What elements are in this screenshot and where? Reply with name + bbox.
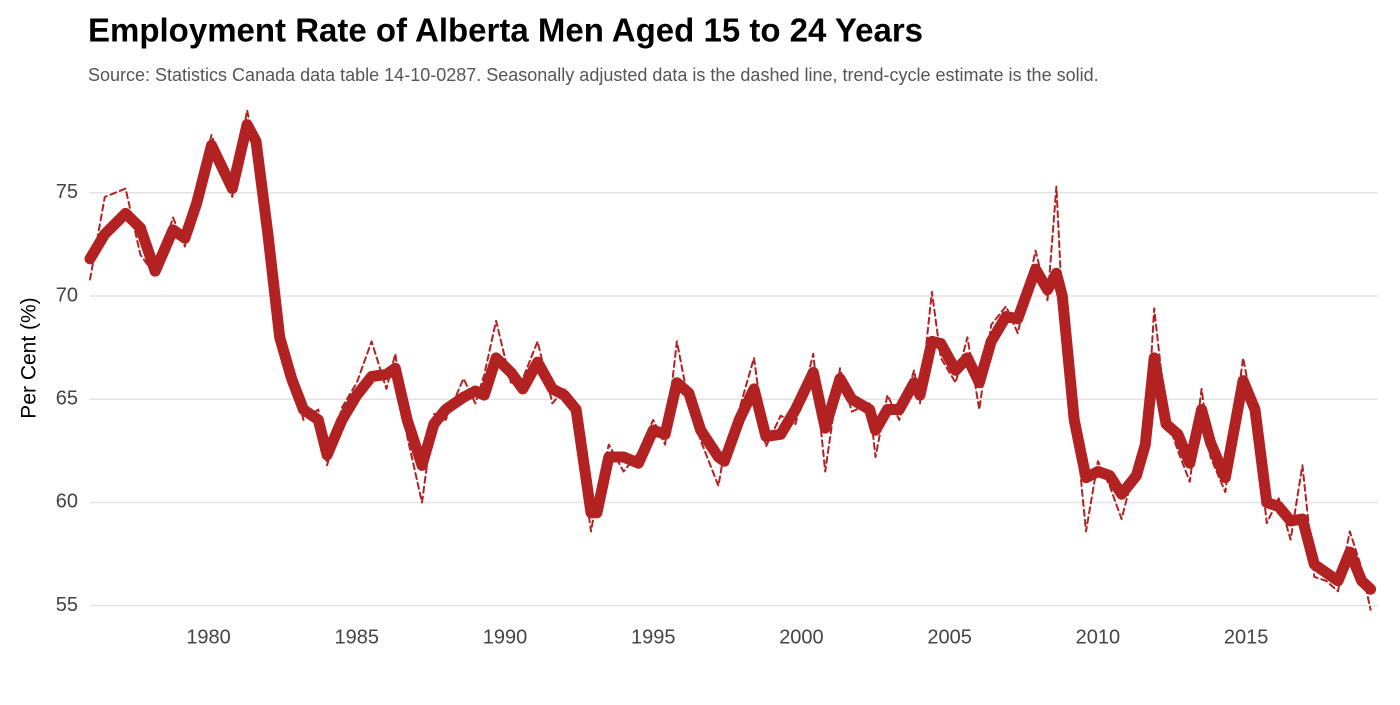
y-tick-label: 70 (56, 284, 78, 306)
x-tick-label: 2005 (927, 626, 972, 648)
x-tick-label: 2010 (1076, 626, 1121, 648)
x-tick-label: 1990 (483, 626, 528, 648)
y-tick-label: 75 (56, 181, 78, 203)
y-axis-label: Per Cent (%) (18, 297, 41, 418)
chart-subtitle: Source: Statistics Canada data table 14-… (88, 65, 1099, 85)
chart-title: Employment Rate of Alberta Men Aged 15 t… (88, 12, 923, 49)
y-tick-label: 60 (56, 491, 78, 513)
y-tick-label: 65 (56, 388, 78, 410)
trend-line (84, 119, 1377, 595)
x-tick-label: 1985 (335, 626, 380, 648)
x-tick-label: 2015 (1224, 626, 1269, 648)
x-tick-label: 2000 (779, 626, 824, 648)
x-tick-label: 1980 (186, 626, 231, 648)
y-tick-label: 55 (56, 594, 78, 616)
x-tick-label: 1995 (631, 626, 676, 648)
